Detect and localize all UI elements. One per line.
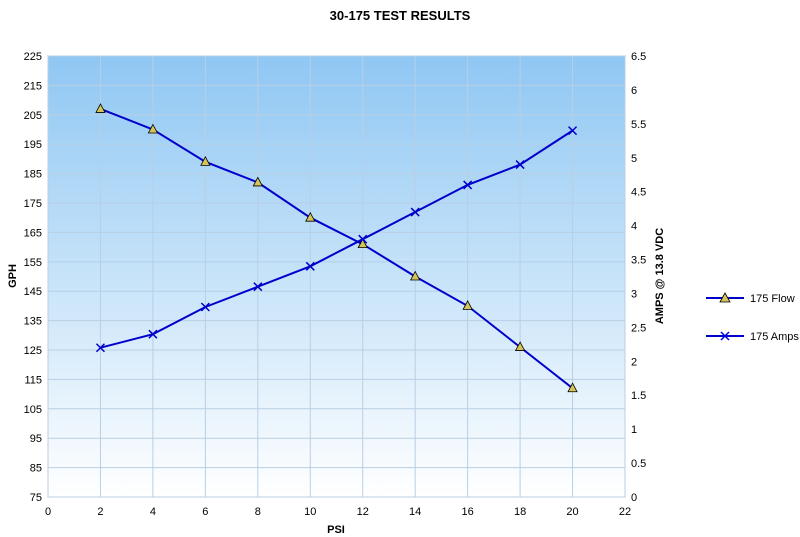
flow-point — [357, 238, 368, 249]
y-right-tick-label: 5.5 — [631, 119, 646, 131]
amps-point — [253, 282, 263, 292]
amps-point — [305, 261, 315, 271]
y-right-tick-label: 3 — [631, 288, 637, 300]
amps-point — [515, 160, 525, 170]
legend-flow-label: 175 Flow — [750, 293, 795, 305]
y-right-tick-label: 0 — [631, 492, 637, 504]
flow-point — [147, 123, 159, 134]
y-left-tick-label: 185 — [24, 169, 42, 181]
y-right-tick-label: 3.5 — [631, 255, 646, 267]
y-left-tick-label: 85 — [30, 463, 42, 475]
y-right-tick-label: 6 — [631, 85, 637, 97]
flow-point — [514, 341, 526, 351]
series-layer — [95, 103, 578, 393]
legend-box — [702, 277, 794, 355]
legend-flow-marker — [719, 292, 731, 303]
y-right-tick-label: 5 — [631, 153, 637, 165]
y-left-tick-label: 115 — [24, 374, 42, 386]
amps-point — [200, 302, 210, 312]
x-tick-label: 16 — [462, 506, 474, 518]
y-right-tick-label: 6.5 — [631, 51, 646, 63]
legend-amps-marker — [720, 331, 730, 341]
y-left-tick-label: 95 — [30, 433, 42, 445]
y-left-tick-label: 195 — [24, 139, 42, 151]
flow-point — [95, 103, 106, 113]
y-right-tick-label: 1.5 — [631, 390, 646, 402]
y-right-axis-ticks: 0 0.5 1 1.5 2 2.5 3 3.5 4 4.5 5 5.5 6 6.5 — [631, 51, 646, 504]
flow-point — [410, 270, 421, 281]
y-left-tick-label: 215 — [24, 80, 42, 92]
flow-point — [200, 155, 211, 166]
y-right-axis-title: AMPS @ 13.8 VDC — [654, 228, 666, 324]
y-left-tick-label: 155 — [24, 257, 42, 269]
y-left-axis-ticks: 75 85 95 105 115 125 135 145 155 165 175 185 195 205 2… — [24, 51, 42, 504]
x-tick-label: 4 — [150, 506, 156, 518]
y-left-tick-label: 145 — [24, 286, 42, 298]
y-right-tick-label: 4.5 — [631, 187, 646, 199]
x-tick-label: 2 — [97, 506, 103, 518]
amps-point — [148, 329, 158, 339]
y-right-tick-label: 4 — [631, 221, 637, 233]
flow-point — [252, 176, 263, 187]
y-left-tick-label: 165 — [24, 227, 42, 239]
y-right-tick-label: 2.5 — [631, 322, 646, 334]
legend: 175 Flow 175 Amps — [702, 277, 799, 355]
amps-point — [95, 343, 105, 353]
flow-point — [462, 300, 473, 310]
y-right-tick-label: 2 — [631, 356, 637, 368]
y-right-tick-label: 0.5 — [631, 458, 646, 470]
x-tick-label: 20 — [566, 506, 578, 518]
x-tick-label: 18 — [514, 506, 526, 518]
flow-point — [305, 211, 316, 222]
y-left-tick-label: 175 — [24, 198, 42, 210]
legend-amps-label: 175 Amps — [750, 331, 799, 343]
x-tick-label: 22 — [619, 506, 631, 518]
x-tick-label: 10 — [304, 506, 316, 518]
x-tick-label: 12 — [357, 506, 369, 518]
chart-title: 30-175 TEST RESULTS — [330, 8, 471, 23]
flow-point — [567, 382, 578, 393]
amps-point — [358, 234, 368, 244]
y-left-tick-label: 75 — [30, 492, 42, 504]
amps-point — [463, 180, 473, 190]
gridlines — [47, 55, 626, 498]
series-line-1 — [100, 129, 574, 349]
x-tick-label: 0 — [45, 506, 51, 518]
x-tick-label: 14 — [409, 506, 421, 518]
y-left-tick-label: 205 — [24, 110, 42, 122]
y-right-tick-label: 1 — [631, 424, 637, 436]
y-left-tick-label: 135 — [24, 316, 42, 328]
x-tick-label: 6 — [202, 506, 208, 518]
series-line-0 — [100, 107, 574, 389]
x-tick-label: 8 — [255, 506, 261, 518]
y-left-tick-label: 105 — [24, 404, 42, 416]
x-axis-ticks: 0 2 4 6 8 10 12 14 16 18 20 22 — [45, 506, 631, 518]
y-left-axis-title: GPH — [7, 264, 19, 288]
amps-point — [568, 126, 578, 136]
x-axis-title: PSI — [327, 524, 345, 536]
amps-point — [410, 207, 420, 217]
plot-area — [47, 55, 626, 498]
y-left-tick-label: 225 — [24, 51, 42, 63]
y-left-tick-label: 125 — [24, 345, 42, 357]
